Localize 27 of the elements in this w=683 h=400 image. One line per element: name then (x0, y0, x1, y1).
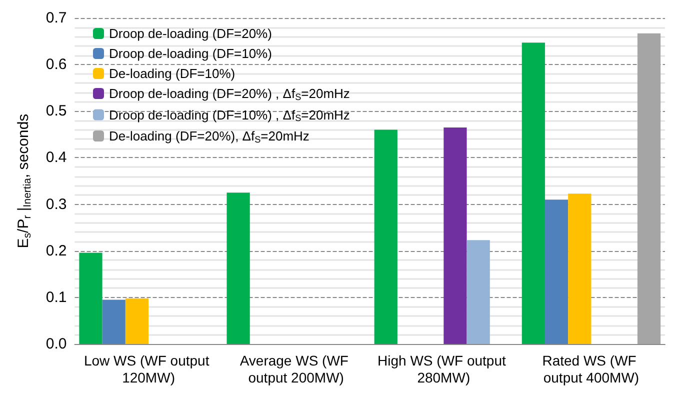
bar (637, 33, 661, 344)
y-tick-label: 0.0 (46, 336, 67, 352)
bar (444, 127, 467, 344)
y-tick-label: 0.1 (46, 288, 67, 306)
x-tick-label: High WS (WF output 280MW) (378, 352, 510, 386)
x-tick-label: Average WS (WF output 200MW) (240, 352, 352, 386)
legend-label: De-loading (DF=10%) (109, 66, 236, 81)
bar (466, 240, 490, 344)
legend-label: Droop de-loading (DF=20%) (109, 26, 272, 41)
bar (125, 298, 149, 344)
y-tick-label: 0.5 (46, 102, 67, 120)
legend-label: Droop de-loading (DF=10%) (109, 46, 272, 61)
bar (102, 300, 126, 344)
bar (374, 130, 398, 344)
x-tick-label: Low WS (WF output 120MW) (84, 352, 214, 386)
bar (226, 192, 250, 344)
bar (522, 42, 545, 344)
y-axis-title: Es/Pr |Inertia, seconds (15, 114, 34, 248)
bar (79, 252, 102, 344)
x-tick-label: Rated WS (WF output 400MW) (542, 352, 640, 386)
y-tick-label: 0.4 (46, 149, 67, 166)
y-tick-label: 0.2 (46, 242, 67, 260)
y-tick-label: 0.7 (46, 10, 67, 26)
bar (568, 194, 592, 344)
y-tick-label: 0.6 (46, 56, 67, 74)
bar (544, 200, 568, 344)
y-tick-label: 0.3 (46, 196, 67, 213)
